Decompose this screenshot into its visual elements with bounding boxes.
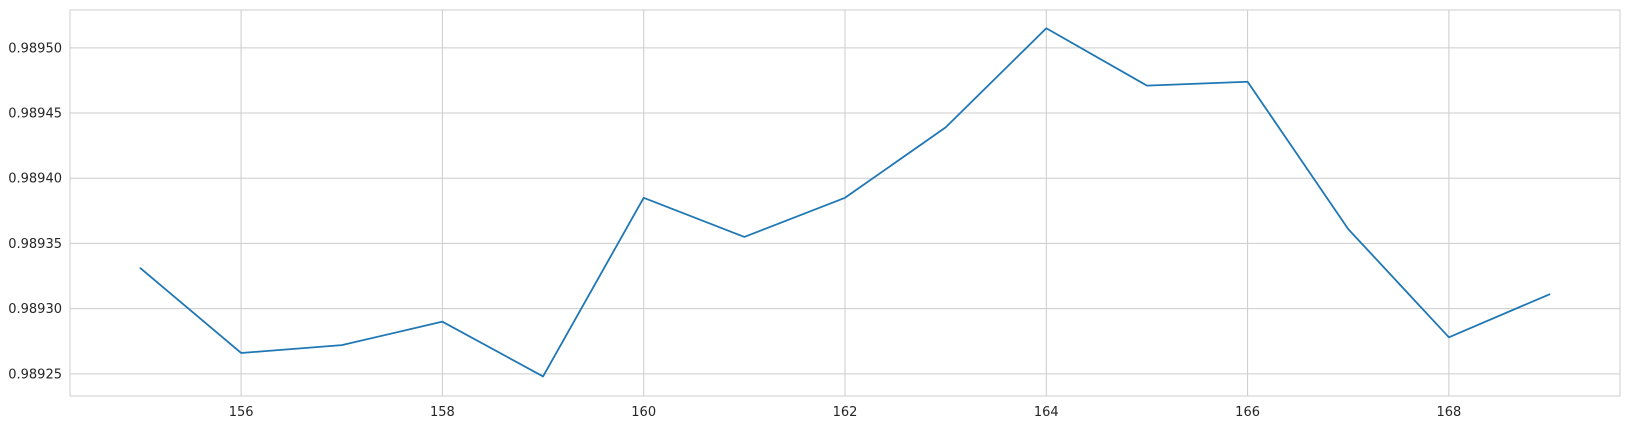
y-tick-label: 0.98930 bbox=[8, 302, 62, 317]
x-tick-label: 156 bbox=[229, 405, 254, 420]
x-tick-label: 158 bbox=[430, 405, 455, 420]
series-layer bbox=[139, 27, 1551, 378]
y-tick-label: 0.98945 bbox=[8, 107, 62, 122]
x-tick-label: 162 bbox=[833, 405, 858, 420]
y-tick-label: 0.98940 bbox=[8, 172, 62, 187]
grid-layer bbox=[70, 10, 1620, 396]
x-tick-label: 160 bbox=[631, 405, 656, 420]
y-tick-label: 0.98935 bbox=[8, 237, 62, 252]
y-tick-label: 0.98950 bbox=[8, 41, 62, 56]
x-tick-label: 168 bbox=[1436, 405, 1461, 420]
series-line bbox=[139, 27, 1551, 378]
tick-labels: 156 158 160 162 164 166 168 0.98925 0.98930 0.989… bbox=[8, 41, 1461, 420]
x-tick-label: 166 bbox=[1235, 405, 1260, 420]
x-tick-label: 164 bbox=[1034, 405, 1059, 420]
axes-frame bbox=[69, 9, 1621, 397]
y-tick-label: 0.98925 bbox=[8, 367, 62, 382]
